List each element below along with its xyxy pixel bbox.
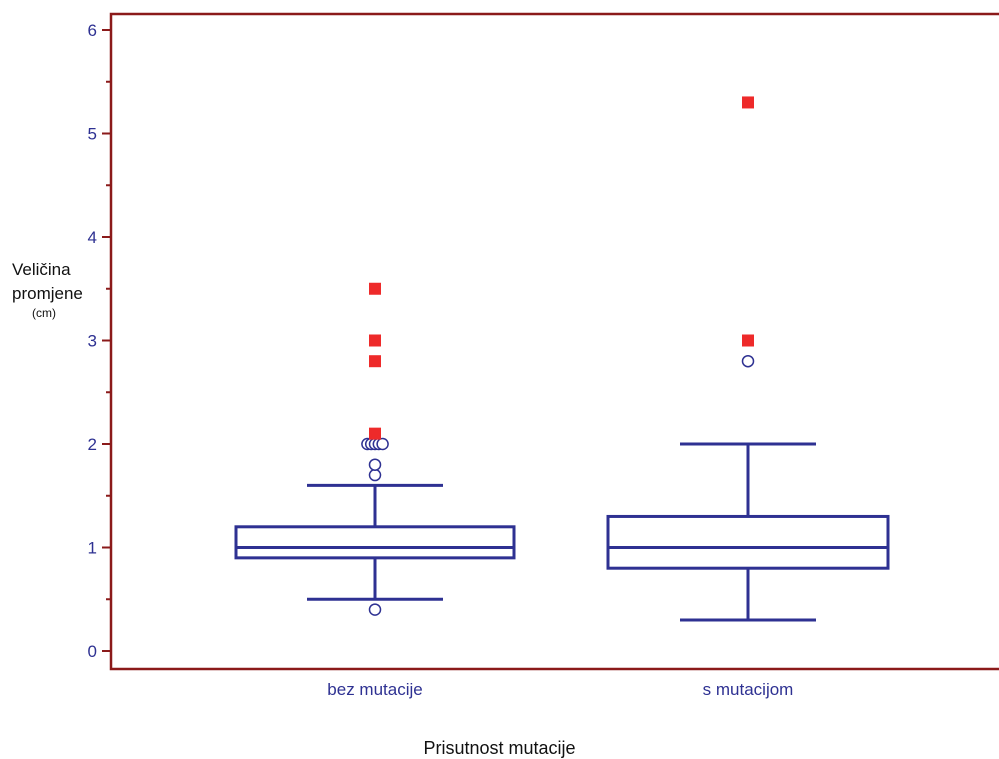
outlier-point: [368, 603, 382, 616]
y-tick-label: 0: [88, 642, 97, 661]
iqr-box: [234, 525, 516, 560]
box-group: [234, 282, 516, 616]
x-tick-label: s mutacijom: [703, 680, 794, 699]
outlier-point: [368, 458, 382, 471]
far-outlier-point: [742, 334, 754, 347]
plot-frame: [109, 12, 999, 671]
y-axis-title-line2: promjene: [12, 284, 83, 303]
box-group: [606, 96, 890, 622]
y-axis-title-line1: Veličina: [12, 260, 71, 279]
y-tick-label: 5: [88, 125, 97, 144]
outlier-point: [741, 354, 755, 368]
y-axis: 0 1 2 3 4 5 6: [88, 21, 111, 661]
y-tick-label: 6: [88, 21, 97, 40]
y-axis-title: Veličina promjene (cm): [12, 258, 102, 320]
far-outlier-point: [369, 282, 381, 295]
far-outlier-point: [369, 334, 381, 347]
y-tick-label: 2: [88, 435, 97, 454]
plot-border: [109, 12, 999, 671]
far-outlier-point: [742, 96, 754, 109]
y-axis-title-unit: (cm): [32, 306, 56, 320]
outlier-point: [376, 437, 389, 451]
iqr-box: [606, 514, 890, 570]
x-axis-title: Prisutnost mutacije: [423, 738, 576, 758]
far-outlier-point: [369, 427, 381, 440]
x-tick-label: bez mutacije: [327, 680, 422, 699]
outlier-point: [368, 468, 382, 482]
box-series: [234, 96, 890, 622]
far-outlier-point: [369, 355, 381, 368]
y-tick-label: 3: [88, 332, 97, 351]
y-tick-label: 4: [88, 228, 97, 247]
y-tick-label: 1: [88, 539, 97, 558]
x-axis: bez mutacije s mutacijom: [327, 680, 793, 699]
